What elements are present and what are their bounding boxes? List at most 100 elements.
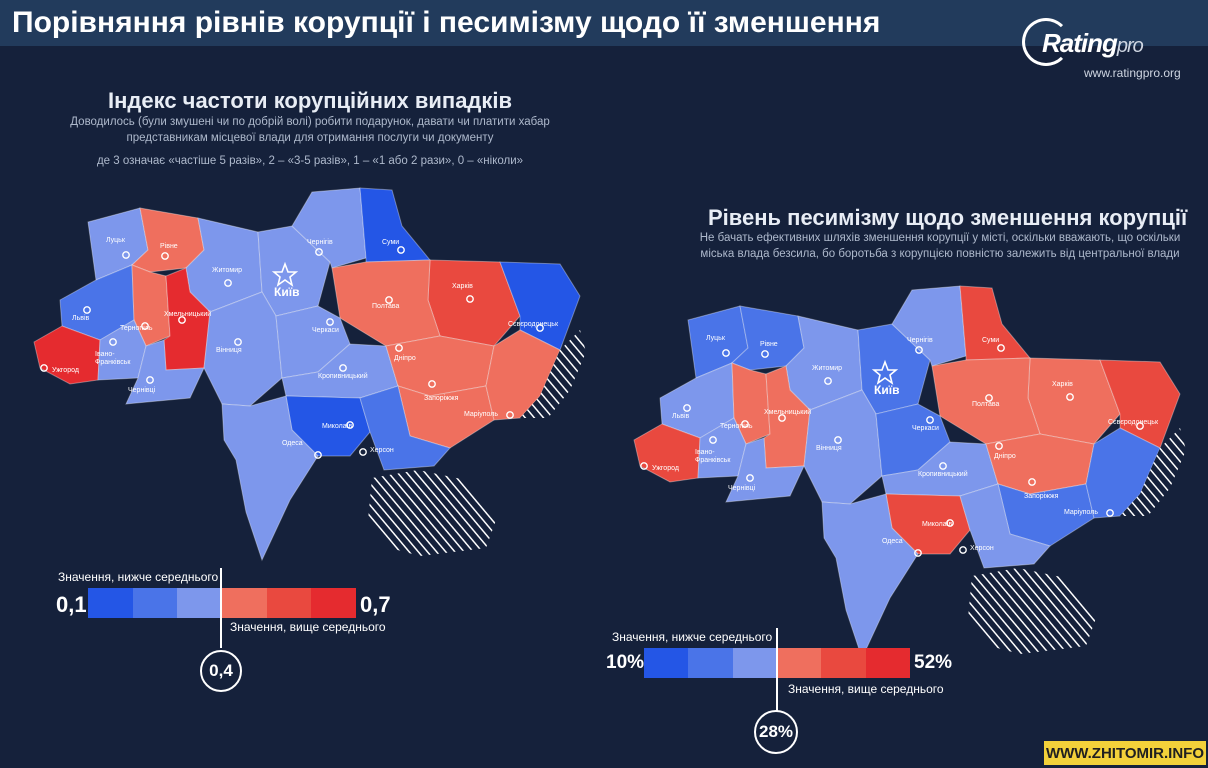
city-label-ivano-frankivsk: Франківськ (695, 456, 731, 464)
city-label-mykolaiv: Миколаїв (322, 423, 353, 430)
crimea-hatched-area (968, 568, 1096, 654)
left-legend-above-label: Значення, вище середнього (230, 620, 386, 634)
city-marker-kropyvnytskyi (339, 364, 347, 372)
city-label-uzhhorod: Ужгород (652, 465, 679, 472)
legend-swatch (644, 648, 689, 678)
city-label-uzhhorod: Ужгород (52, 367, 79, 374)
region-odesa (221, 395, 319, 562)
city-marker-poltava (385, 296, 393, 304)
source-watermark[interactable]: WWW.ZHITOMIR.INFO (1044, 741, 1206, 765)
city-marker-sievierodonetsk (1136, 422, 1144, 430)
city-label-vinnytsia: Вінниця (816, 444, 842, 452)
city-label-kyiv: Київ (274, 285, 299, 299)
city-marker-rivne (761, 350, 769, 358)
city-label-sievierodonetsk: Сєвєродонецьк (508, 321, 559, 328)
city-label-chernihiv: Чернігів (307, 238, 333, 246)
left-subtitle-line3: де 3 означає «частіше 5 разів», 2 – «3-5… (96, 155, 524, 167)
city-marker-chernivtsi (146, 376, 154, 384)
city-marker-dnipro (995, 442, 1003, 450)
left-subtitle-line2: представникам місцевої влади для отриман… (126, 132, 494, 144)
city-marker-ivano-frankivsk (709, 436, 717, 444)
city-label-odesa: Одеса (282, 440, 303, 447)
city-label-zhytomyr: Житомир (812, 365, 842, 372)
city-label-kharkiv: Харків (1052, 380, 1073, 388)
city-label-rivne: Рівне (760, 340, 778, 348)
right-legend-below-label: Значення, нижче середнього (612, 630, 773, 644)
left-average-line (220, 568, 222, 648)
legend-swatch (132, 588, 178, 618)
left-map: Луцьк Рівне Житомир Київ Чернігів Суми Харків П… (33, 187, 586, 562)
logo-ring-icon (1022, 18, 1070, 66)
left-legend-min: 0,1 (56, 592, 87, 617)
right-map-title: Рівень песимізму щодо зменшення корупції (708, 205, 1188, 230)
city-label-lviv: Львів (72, 314, 90, 322)
region-vinnytsia (203, 291, 283, 407)
city-label-zaporizhzhia: Запоріжжя (424, 394, 459, 402)
legend-swatch (776, 648, 822, 678)
city-label-ivano-frankivsk: Франківськ (95, 358, 131, 366)
right-legend-bar (644, 648, 910, 678)
city-marker-lutsk (722, 349, 730, 357)
city-marker-poltava (985, 394, 993, 402)
region-chernivtsi (125, 339, 205, 405)
city-label-kherson: Херсон (970, 545, 994, 552)
city-marker-ternopil (141, 322, 149, 330)
city-label-cherkasy: Черкаси (912, 425, 939, 432)
left-legend-bar (88, 588, 357, 618)
city-label-sumy: Суми (382, 239, 399, 246)
city-marker-uzhhorod (40, 364, 48, 372)
city-marker-cherkasy (926, 416, 934, 424)
city-marker-lviv (683, 404, 691, 412)
city-label-kyiv: Київ (874, 383, 899, 397)
city-marker-kharkiv (466, 295, 474, 303)
city-label-mariupol: Маріуполь (464, 410, 498, 418)
city-label-kropyvnytskyi: Кропивницький (318, 372, 368, 380)
city-marker-sievierodonetsk (536, 324, 544, 332)
city-marker-kropyvnytskyi (939, 462, 947, 470)
legend-swatch (222, 588, 267, 618)
region-odesa (821, 493, 919, 660)
region-chernivtsi (725, 437, 805, 503)
left-legend-max: 0,7 (360, 592, 391, 617)
city-marker-vinnytsia (834, 436, 842, 444)
city-label-odesa: Одеса (882, 538, 903, 545)
city-marker-dnipro (395, 344, 403, 352)
city-marker-odesa (914, 549, 922, 557)
logo-main-text: Rating (1042, 28, 1118, 58)
city-marker-kherson (359, 448, 367, 456)
crimea-hatched-area (368, 470, 496, 556)
city-marker-mykolaiv (946, 519, 954, 527)
city-marker-khmelnytskyi (178, 316, 186, 324)
city-marker-kharkiv (1066, 393, 1074, 401)
logo-url[interactable]: www.ratingpro.org (1084, 66, 1181, 80)
region-vinnytsia (803, 389, 883, 505)
city-marker-uzhhorod (640, 462, 648, 470)
right-subtitle-line2: міська влада безсила, бо боротьба з кору… (700, 248, 1180, 260)
city-marker-mykolaiv (346, 421, 354, 429)
city-marker-chernihiv (315, 248, 323, 256)
region-sumy (359, 187, 432, 263)
city-marker-zhytomyr (824, 377, 832, 385)
city-label-chernivtsi: Чернівці (728, 484, 756, 492)
city-label-ivano-frankivsk: Івано- (695, 449, 715, 456)
city-marker-lutsk (122, 251, 130, 259)
city-marker-zaporizhzhia (1028, 478, 1036, 486)
city-marker-odesa (314, 451, 322, 459)
right-legend-above-label: Значення, вище середнього (788, 682, 944, 696)
legend-swatch (865, 648, 910, 678)
right-map: Луцьк Рівне Житомир Київ Чернігів Суми Харків П… (633, 285, 1186, 660)
city-marker-cherkasy (326, 318, 334, 326)
city-marker-khmelnytskyi (778, 414, 786, 422)
city-label-poltava: Полтава (372, 303, 400, 310)
region-kherson (959, 483, 1051, 569)
city-label-rivne: Рівне (160, 242, 178, 250)
city-label-poltava: Полтава (972, 401, 1000, 408)
city-label-chernihiv: Чернігів (907, 336, 933, 344)
ratingpro-logo[interactable]: Ratingpro www.ratingpro.org (1022, 16, 1202, 86)
city-marker-sumy (397, 246, 405, 254)
city-marker-kherson (959, 546, 967, 554)
legend-swatch (177, 588, 223, 618)
city-label-sievierodonetsk: Сєвєродонецьк (1108, 419, 1159, 426)
donbas-hatched-area (520, 330, 586, 418)
